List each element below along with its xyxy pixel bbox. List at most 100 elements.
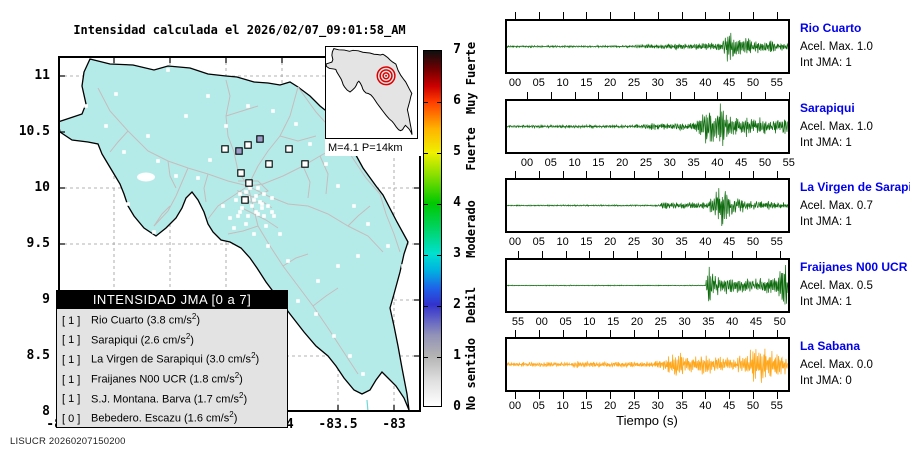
time-tick-label: 20 xyxy=(616,157,629,169)
legend-item-station: La Virgen de Sarapiqui (3.0 cm/s xyxy=(88,353,252,366)
station-dot xyxy=(271,109,275,113)
tick-mark xyxy=(788,92,790,99)
colorbar-tick xyxy=(424,357,428,358)
station-marker xyxy=(244,141,252,149)
station-dot xyxy=(336,184,340,188)
tick-mark xyxy=(729,12,731,19)
tick-mark xyxy=(765,92,766,99)
station-dot xyxy=(104,124,108,128)
station-dot xyxy=(238,192,242,196)
tick-mark xyxy=(729,392,731,399)
tick-mark xyxy=(565,251,567,258)
tick-mark xyxy=(753,392,754,399)
map-y-tick-label: 9.5 xyxy=(26,236,50,251)
tick-mark xyxy=(538,12,540,19)
tick-mark xyxy=(705,12,707,19)
tick-mark xyxy=(681,392,683,399)
tick-mark xyxy=(753,12,754,19)
colorbar-tick-label: 6 xyxy=(453,93,461,108)
legend-item-station: Sarapiqui (2.6 cm/s xyxy=(88,334,186,347)
station-marker xyxy=(301,160,309,168)
jma-colorbar xyxy=(423,50,442,407)
time-tick-label: 15 xyxy=(580,77,593,89)
colorbar-tick-label: 3 xyxy=(453,246,461,261)
station-dot xyxy=(352,204,356,208)
legend-item-close: ) xyxy=(239,373,243,386)
time-tick-label: 00 xyxy=(508,400,522,412)
legend-item-close: ) xyxy=(233,412,238,425)
station-dot xyxy=(246,104,250,108)
time-tick-label: 00 xyxy=(520,157,534,169)
tick-mark xyxy=(634,171,635,178)
time-tick-label: 25 xyxy=(639,157,653,169)
map-y-tick-label: 11 xyxy=(34,68,50,83)
time-tick-label: 45 xyxy=(735,157,748,169)
station-dot xyxy=(84,104,88,108)
legend-header: INTENSIDAD JMA [0 a 7] xyxy=(57,291,287,309)
time-tick-row xyxy=(505,251,790,258)
station-dot xyxy=(348,354,352,358)
station-dot xyxy=(244,222,248,226)
time-tick-label: 35 xyxy=(702,316,715,328)
time-tick-label: 05 xyxy=(532,400,545,412)
event-magnitude-depth: M=4.1 P=14km xyxy=(328,142,403,154)
station-dot xyxy=(256,186,260,190)
tick-mark xyxy=(586,171,588,178)
tick-mark xyxy=(729,330,731,337)
time-tick-label: 25 xyxy=(654,316,667,328)
colorbar-category-label: Moderado xyxy=(464,199,478,258)
tick-mark xyxy=(779,251,781,258)
colorbar-category-label: No sentido xyxy=(464,337,478,410)
seismogram-box xyxy=(505,178,790,233)
map-y-tick-label: 8 xyxy=(42,404,50,419)
station-dot xyxy=(336,264,340,268)
time-tick-label: 35 xyxy=(675,400,688,412)
tick-mark xyxy=(657,171,659,178)
legend-item-close: ) xyxy=(190,334,194,347)
tick-mark xyxy=(753,330,754,337)
waveform-trace xyxy=(507,188,788,227)
time-tick-label: 20 xyxy=(604,236,617,248)
station-dot xyxy=(270,196,274,200)
station-dot xyxy=(262,192,266,196)
station-name: La Virgen de Sarapiqui xyxy=(800,180,910,194)
tick-mark xyxy=(634,330,635,337)
time-tick-label: 45 xyxy=(723,236,736,248)
map-y-tick-label: 10.5 xyxy=(18,124,50,139)
station-dot xyxy=(361,372,365,376)
time-tick-label: 40 xyxy=(699,400,712,412)
legend-unit-sup: 2 xyxy=(185,331,191,341)
tick-mark xyxy=(562,330,564,337)
station-name: La Sabana xyxy=(800,339,861,353)
station-dot xyxy=(374,386,378,390)
tick-mark xyxy=(538,392,540,399)
tick-mark xyxy=(562,171,564,178)
map-x-tick-label: -83 xyxy=(382,417,406,432)
tick-mark xyxy=(657,12,659,19)
time-tick-label: 55 xyxy=(770,236,783,248)
tick-mark xyxy=(586,330,588,337)
acel-max-label: Acel. Max. 1.0 xyxy=(800,121,873,133)
tick-mark xyxy=(562,392,564,399)
tick-mark xyxy=(717,92,719,99)
tick-mark xyxy=(705,171,707,178)
lake-arenal xyxy=(137,172,155,182)
legend-unit-sup: 2 xyxy=(234,370,240,380)
colorbar-tick xyxy=(424,204,428,205)
legend-item-intensity: [ 1 ] xyxy=(62,373,81,386)
seismogram-box xyxy=(505,337,790,392)
tick-mark xyxy=(586,12,588,19)
station-dot xyxy=(244,190,248,194)
colorbar-category-label: Fuerte xyxy=(464,127,478,172)
map-x-tick-label: -83.5 xyxy=(318,417,358,432)
station-dot xyxy=(221,204,225,208)
station-dot xyxy=(206,232,210,236)
time-tick-label: 50 xyxy=(746,77,760,89)
station-dot xyxy=(316,279,320,283)
time-tick-label: 05 xyxy=(532,77,545,89)
tick-mark xyxy=(693,92,695,99)
tick-mark xyxy=(681,171,683,178)
station-dot xyxy=(256,212,260,216)
tick-mark xyxy=(515,12,516,19)
time-tick-label: 45 xyxy=(749,316,763,328)
